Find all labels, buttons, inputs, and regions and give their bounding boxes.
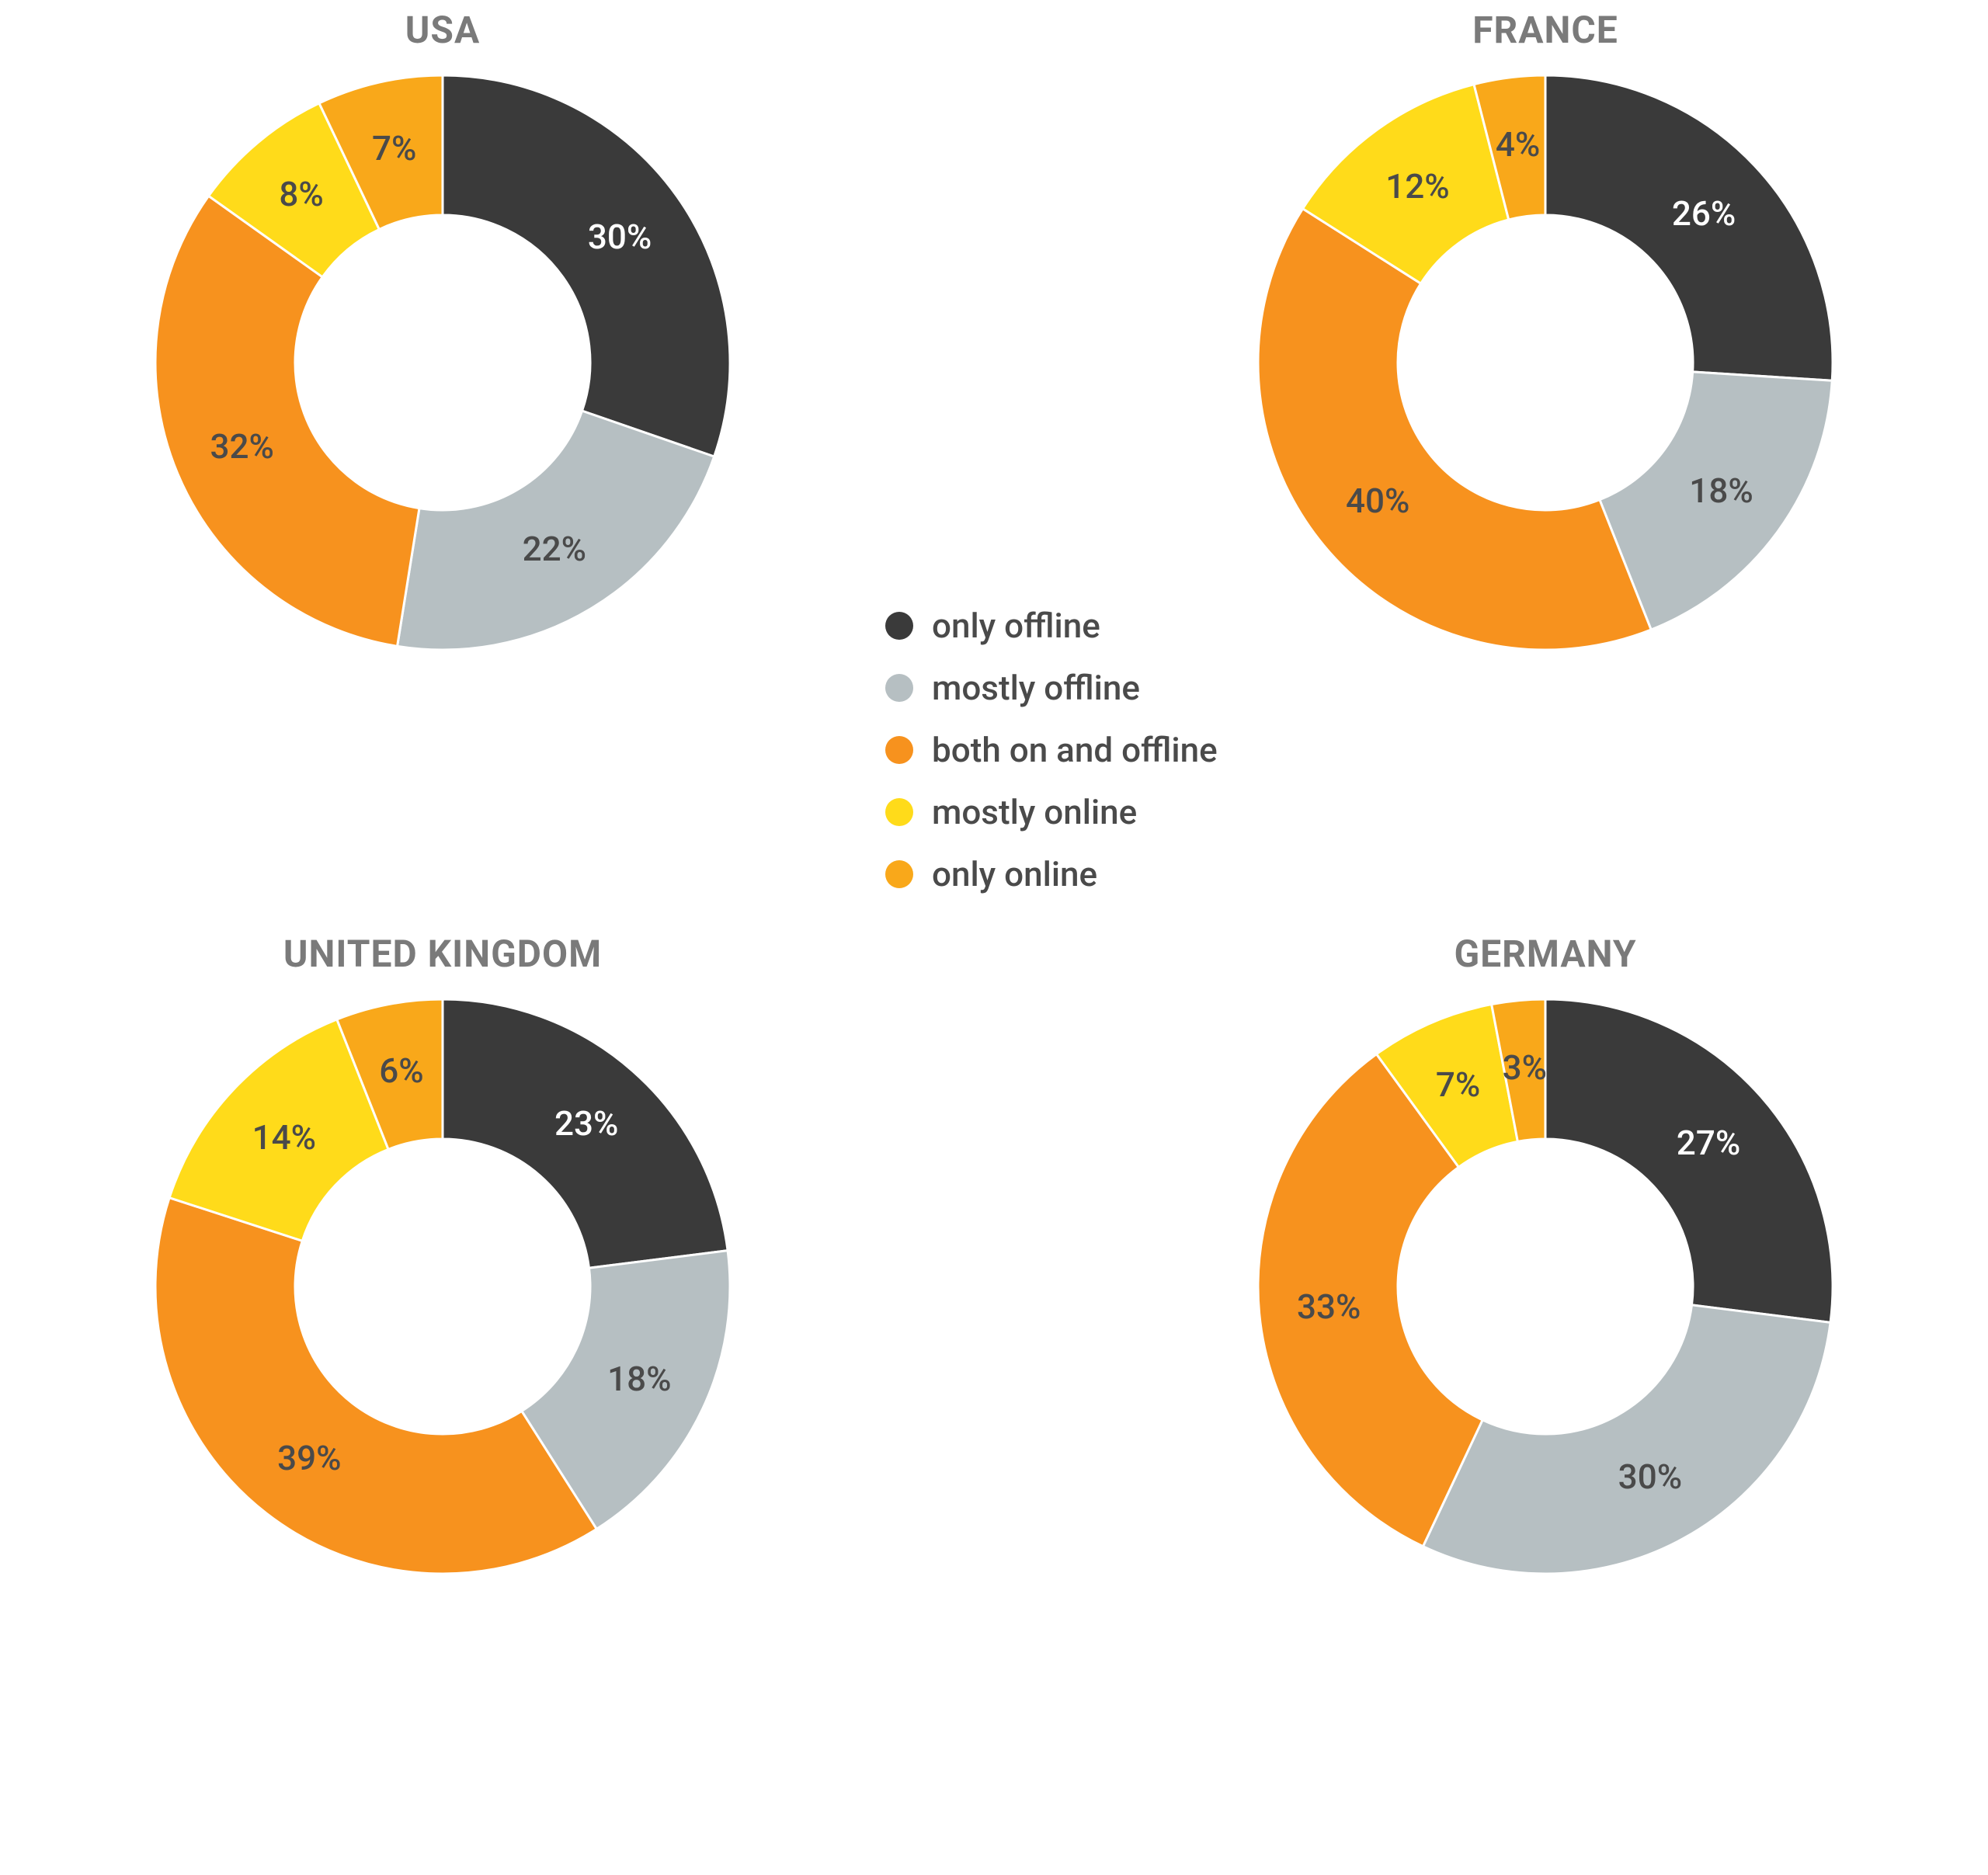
legend-item-only_online: only online [885, 854, 1218, 894]
chart-grid: USA 30% 22% 32% 8% 7% FRANCE 26% 18% 40% 12% 4% UNIT… [0, 0, 1988, 1875]
slice-label: 23% [554, 1103, 618, 1144]
slice-label: 18% [607, 1359, 671, 1399]
slice-label: 26% [1672, 193, 1736, 234]
chart-usa: USA 30% 22% 32% 8% 7% [109, 8, 777, 650]
slice-label: 33% [1297, 1286, 1361, 1327]
legend-swatch [885, 798, 913, 826]
slice-label: 30% [1618, 1457, 1682, 1497]
slice-label: 4% [1496, 124, 1540, 165]
legend-item-both: both on and offline [885, 730, 1218, 770]
slice-label: 14% [252, 1117, 316, 1158]
slice-label: 6% [379, 1050, 423, 1091]
slice-label: 12% [1385, 166, 1449, 207]
legend-item-mostly_online: mostly online [885, 792, 1218, 832]
slice-label: 22% [523, 529, 586, 569]
legend-label: only online [932, 854, 1097, 894]
slice-label: 30% [588, 217, 652, 257]
chart-uk: UNITED KINGDOM 23% 18% 39% 14% 6% [109, 932, 777, 1574]
legend-swatch [885, 674, 913, 702]
legend-item-mostly_offline: mostly offline [885, 668, 1218, 708]
donut-wrap: 23% 18% 39% 14% 6% [155, 999, 730, 1574]
slice-label: 18% [1689, 470, 1753, 511]
legend-item-only_offline: only offline [885, 606, 1218, 646]
donut-chart [1258, 75, 1833, 650]
slice-mostly_offline [1423, 1305, 1830, 1574]
donut-wrap: 27% 30% 33% 7% 3% [1258, 999, 1833, 1574]
slice-label: 39% [277, 1438, 341, 1478]
legend-label: both on and offline [932, 730, 1218, 770]
legend-swatch [885, 736, 913, 764]
slice-both [155, 196, 419, 646]
slice-both [1258, 209, 1651, 650]
slice-only_offline [443, 75, 730, 457]
chart-title: GERMANY [1454, 932, 1636, 976]
slice-label: 27% [1677, 1123, 1740, 1163]
chart-france: FRANCE 26% 18% 40% 12% 4% [1211, 8, 1879, 650]
legend-label: only offline [932, 606, 1100, 646]
slice-label: 3% [1503, 1047, 1547, 1088]
legend-swatch [885, 860, 913, 888]
slice-label: 40% [1346, 481, 1409, 521]
chart-title: UNITED KINGDOM [283, 932, 602, 976]
donut-chart [155, 999, 730, 1574]
slice-label: 8% [279, 174, 323, 214]
slice-label: 32% [210, 426, 274, 467]
donut-wrap: 26% 18% 40% 12% 4% [1258, 75, 1833, 650]
chart-title: FRANCE [1472, 8, 1618, 52]
slice-label: 7% [372, 128, 416, 168]
legend-swatch [885, 612, 913, 640]
slice-both [155, 1198, 596, 1574]
donut-wrap: 30% 22% 32% 8% 7% [155, 75, 730, 650]
slice-label: 7% [1436, 1064, 1480, 1105]
legend-label: mostly online [932, 792, 1137, 832]
donut-chart [155, 75, 730, 650]
chart-germany: GERMANY 27% 30% 33% 7% 3% [1211, 932, 1879, 1574]
legend-label: mostly offline [932, 668, 1140, 708]
chart-title: USA [405, 8, 480, 52]
legend: only offline mostly offline both on and of… [885, 606, 1218, 894]
